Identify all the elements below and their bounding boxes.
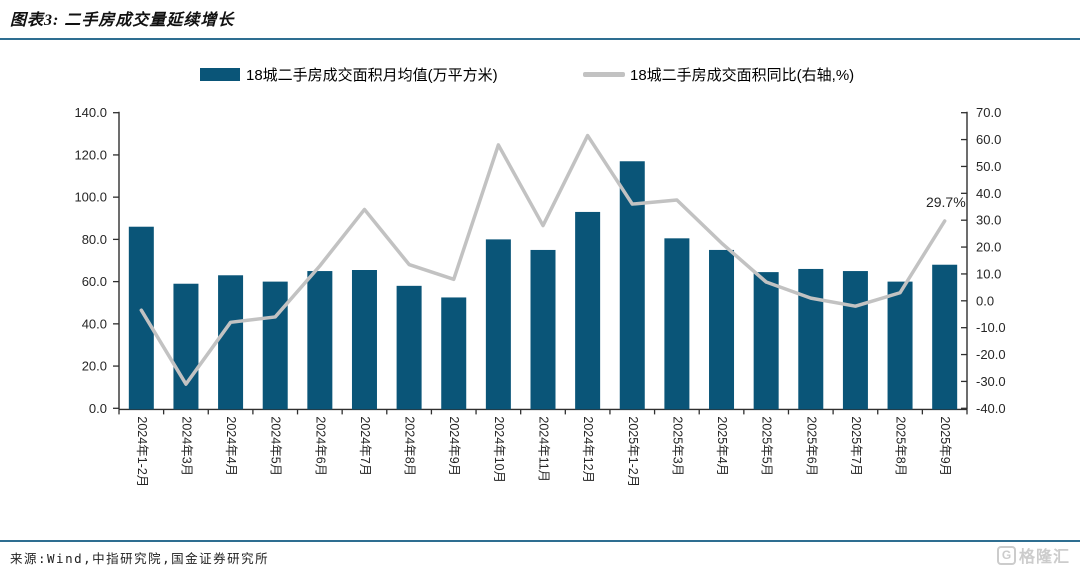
line-series-legend-label: 18城二手房成交面积同比(右轴,%) xyxy=(630,66,855,84)
bar-2024年1-2月 xyxy=(128,226,154,410)
right-axis-tick-label: -20.0 xyxy=(976,347,1006,362)
bar-2025年6月 xyxy=(798,268,824,410)
bar-2024年3月 xyxy=(173,283,199,410)
bar-2024年12月 xyxy=(575,211,601,410)
right-axis-tick-label: -30.0 xyxy=(976,374,1006,389)
left-axis-tick-label: 0.0 xyxy=(89,401,107,416)
bar-2025年9月 xyxy=(932,264,958,410)
bar-2024年7月 xyxy=(351,270,377,410)
x-axis-label-2025年6月: 2025年6月 xyxy=(804,416,818,476)
line-series-swatch xyxy=(583,71,625,77)
x-axis-label-2024年4月: 2024年4月 xyxy=(224,416,238,476)
left-axis-tick-label: 60.0 xyxy=(82,274,107,289)
bar-2025年4月 xyxy=(709,249,735,410)
x-axis-label-2024年9月: 2024年9月 xyxy=(447,416,461,476)
bar-2024年8月 xyxy=(396,285,422,410)
x-axis-label-2025年9月: 2025年9月 xyxy=(938,416,952,476)
right-axis-tick-label: 60.0 xyxy=(976,132,1001,147)
x-axis-label-2024年5月: 2024年5月 xyxy=(269,416,283,476)
bar-2025年5月 xyxy=(753,272,779,410)
left-axis-tick-label: 120.0 xyxy=(74,147,107,162)
bar-2025年3月 xyxy=(664,238,690,410)
x-axis-label-2024年1-2月: 2024年1-2月 xyxy=(135,416,149,487)
x-axis-label-2025年5月: 2025年5月 xyxy=(760,416,774,476)
bar-2024年9月 xyxy=(441,297,467,410)
legend-item-bar-series: 18城二手房成交面积月均值(万平方米) xyxy=(200,62,498,86)
gelonghui-logo-text: 格隆汇 xyxy=(1018,549,1070,566)
x-axis-label-2025年4月: 2025年4月 xyxy=(715,416,729,476)
source-note: 来源:Wind,中指研究院,国金证券研究所 xyxy=(10,551,270,566)
right-axis-tick-label: 40.0 xyxy=(976,186,1001,201)
line-series xyxy=(139,133,947,386)
x-axis-label-2025年3月: 2025年3月 xyxy=(670,416,684,476)
x-axis-label-2025年7月: 2025年7月 xyxy=(849,416,863,476)
x-axis-label-2024年6月: 2024年6月 xyxy=(313,416,327,476)
bar-series-legend-label: 18城二手房成交面积月均值(万平方米) xyxy=(246,66,498,84)
right-axis-tick-label: 30.0 xyxy=(976,213,1001,228)
bar-2025年7月 xyxy=(842,271,868,410)
right-axis-tick-label: -10.0 xyxy=(976,320,1006,335)
annotation-last-line-value: 29.7% xyxy=(926,194,966,210)
bar-2025年8月 xyxy=(887,281,913,410)
gelonghui-logo-icon: G xyxy=(996,545,1016,565)
bar-series-swatch xyxy=(200,67,240,81)
x-axis-label-2024年3月: 2024年3月 xyxy=(179,416,193,476)
right-axis-tick-label: 0.0 xyxy=(976,293,994,308)
bar-2024年5月 xyxy=(262,281,288,410)
left-axis-tick-label: 100.0 xyxy=(74,190,107,205)
bar-2024年4月 xyxy=(218,275,244,410)
right-axis-tick-label: 10.0 xyxy=(976,266,1001,281)
right-axis-tick-label: -40.0 xyxy=(976,401,1006,416)
left-axis-tick-label: 140.0 xyxy=(74,105,107,120)
x-axis-label-2025年8月: 2025年8月 xyxy=(894,416,908,476)
legend-item-line-series: 18城二手房成交面积同比(右轴,%) xyxy=(583,62,854,86)
left-axis-tick-label: 80.0 xyxy=(82,232,107,247)
right-axis-tick-label: 50.0 xyxy=(976,159,1001,174)
left-axis-tick-label: 20.0 xyxy=(82,359,107,374)
bar-2024年10月 xyxy=(485,239,511,410)
bar-2025年1-2月 xyxy=(619,161,645,410)
right-axis-tick-label: 20.0 xyxy=(976,240,1001,255)
title-divider xyxy=(0,38,1080,40)
x-axis-label-2024年10月: 2024年10月 xyxy=(492,416,506,483)
x-axis-label-2025年1-2月: 2025年1-2月 xyxy=(626,416,640,487)
x-axis-label-2024年7月: 2024年7月 xyxy=(358,416,372,476)
left-axis-tick-label: 40.0 xyxy=(82,316,107,331)
x-axis-label-2024年11月: 2024年11月 xyxy=(537,416,551,482)
bar-2024年11月 xyxy=(530,249,556,410)
bar-2024年6月 xyxy=(307,271,333,410)
x-axis-label-2024年12月: 2024年12月 xyxy=(581,416,595,483)
chart-title: 图表3: 二手房成交量延续增长 xyxy=(10,12,235,29)
x-axis-label-2024年8月: 2024年8月 xyxy=(403,416,417,476)
gelonghui-logo: G 格隆汇 xyxy=(996,543,1070,567)
footer-divider xyxy=(0,540,1080,542)
right-axis-tick-label: 70.0 xyxy=(976,105,1001,120)
